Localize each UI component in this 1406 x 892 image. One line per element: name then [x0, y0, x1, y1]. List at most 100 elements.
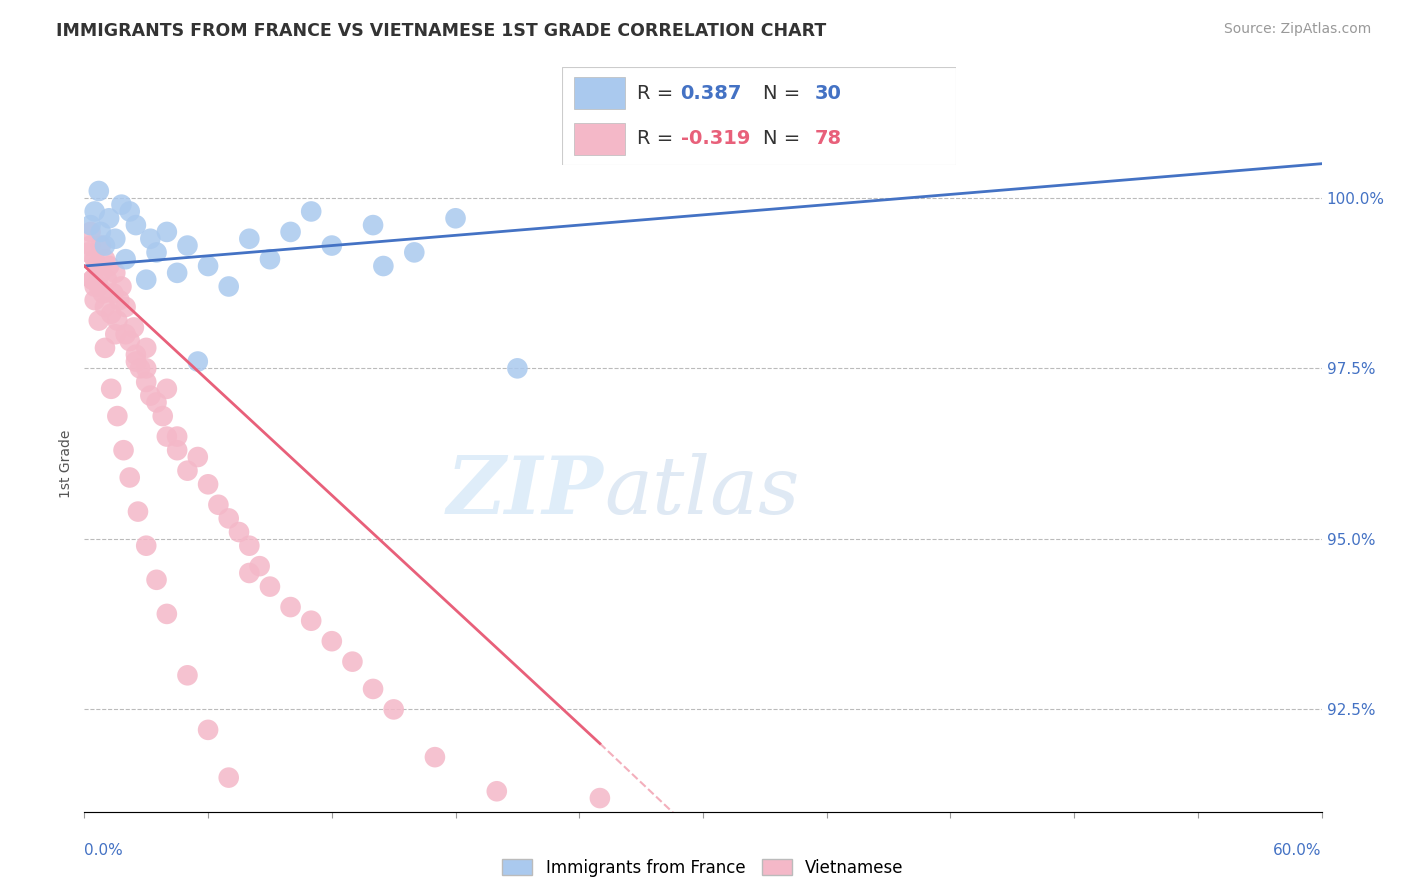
- Point: [139, 389, 162, 403]
- Text: 0.0%: 0.0%: [84, 843, 124, 858]
- Text: -0.319: -0.319: [681, 129, 749, 148]
- Point: [104, 266, 127, 280]
- Point: [125, 354, 148, 368]
- Point: [259, 580, 281, 594]
- Point: [238, 566, 260, 580]
- Point: [90, 238, 112, 252]
- Point: [589, 791, 612, 805]
- Text: 0.387: 0.387: [681, 84, 742, 103]
- Point: [187, 450, 209, 464]
- Point: [79, 225, 101, 239]
- Point: [187, 354, 209, 368]
- Point: [94, 300, 117, 314]
- Point: [228, 524, 250, 539]
- Point: [139, 232, 162, 246]
- Point: [299, 204, 322, 219]
- Text: 60.0%: 60.0%: [1274, 843, 1322, 858]
- Text: IMMIGRANTS FROM FRANCE VS VIETNAMESE 1ST GRADE CORRELATION CHART: IMMIGRANTS FROM FRANCE VS VIETNAMESE 1ST…: [56, 22, 827, 40]
- Point: [176, 668, 198, 682]
- Point: [135, 375, 157, 389]
- Point: [100, 382, 122, 396]
- Point: [82, 273, 104, 287]
- Point: [249, 559, 271, 574]
- Point: [91, 286, 114, 301]
- Point: [152, 409, 174, 423]
- Point: [145, 573, 167, 587]
- Text: ZIP: ZIP: [447, 453, 605, 531]
- Point: [100, 307, 122, 321]
- Point: [506, 361, 529, 376]
- Point: [382, 702, 405, 716]
- Text: R =: R =: [637, 129, 679, 148]
- Point: [218, 771, 240, 785]
- Point: [156, 382, 179, 396]
- Point: [122, 320, 145, 334]
- Point: [79, 218, 101, 232]
- Point: [207, 498, 229, 512]
- Point: [114, 327, 136, 342]
- Point: [135, 361, 157, 376]
- Point: [94, 252, 117, 267]
- Point: [87, 184, 110, 198]
- Point: [90, 225, 112, 239]
- Point: [110, 197, 132, 211]
- Text: R =: R =: [637, 84, 679, 103]
- Point: [125, 218, 148, 232]
- Point: [156, 607, 179, 621]
- Point: [127, 505, 149, 519]
- Point: [125, 348, 148, 362]
- Point: [77, 245, 100, 260]
- Point: [444, 211, 467, 226]
- Point: [166, 266, 188, 280]
- Point: [114, 300, 136, 314]
- Point: [176, 238, 198, 252]
- Point: [197, 477, 219, 491]
- Point: [90, 266, 112, 280]
- Point: [86, 259, 108, 273]
- Point: [118, 334, 141, 348]
- Point: [105, 409, 128, 423]
- Point: [423, 750, 446, 764]
- Point: [218, 511, 240, 525]
- Text: Source: ZipAtlas.com: Source: ZipAtlas.com: [1223, 22, 1371, 37]
- Point: [104, 232, 127, 246]
- Point: [166, 443, 188, 458]
- Point: [156, 225, 179, 239]
- Point: [145, 245, 167, 260]
- Point: [94, 341, 117, 355]
- Point: [156, 429, 179, 443]
- Point: [145, 395, 167, 409]
- Point: [299, 614, 322, 628]
- Text: atlas: atlas: [605, 453, 800, 531]
- FancyBboxPatch shape: [562, 67, 956, 165]
- Point: [166, 429, 188, 443]
- Point: [404, 245, 426, 260]
- Point: [86, 259, 108, 273]
- Point: [112, 443, 135, 458]
- Point: [87, 313, 110, 327]
- Point: [108, 293, 131, 307]
- Point: [321, 238, 343, 252]
- Point: [118, 204, 141, 219]
- FancyBboxPatch shape: [574, 77, 626, 109]
- FancyBboxPatch shape: [574, 123, 626, 155]
- Point: [135, 273, 157, 287]
- Text: 30: 30: [814, 84, 841, 103]
- Point: [118, 470, 141, 484]
- Point: [98, 259, 121, 273]
- Point: [110, 279, 132, 293]
- Point: [79, 238, 101, 252]
- Point: [197, 723, 219, 737]
- Point: [135, 341, 157, 355]
- Point: [218, 279, 240, 293]
- Legend: Immigrants from France, Vietnamese: Immigrants from France, Vietnamese: [495, 852, 911, 883]
- Point: [114, 252, 136, 267]
- Y-axis label: 1st Grade: 1st Grade: [59, 430, 73, 498]
- Point: [197, 259, 219, 273]
- Point: [83, 204, 105, 219]
- Point: [342, 655, 364, 669]
- Point: [129, 361, 152, 376]
- Point: [135, 539, 157, 553]
- Point: [373, 259, 395, 273]
- Point: [98, 211, 121, 226]
